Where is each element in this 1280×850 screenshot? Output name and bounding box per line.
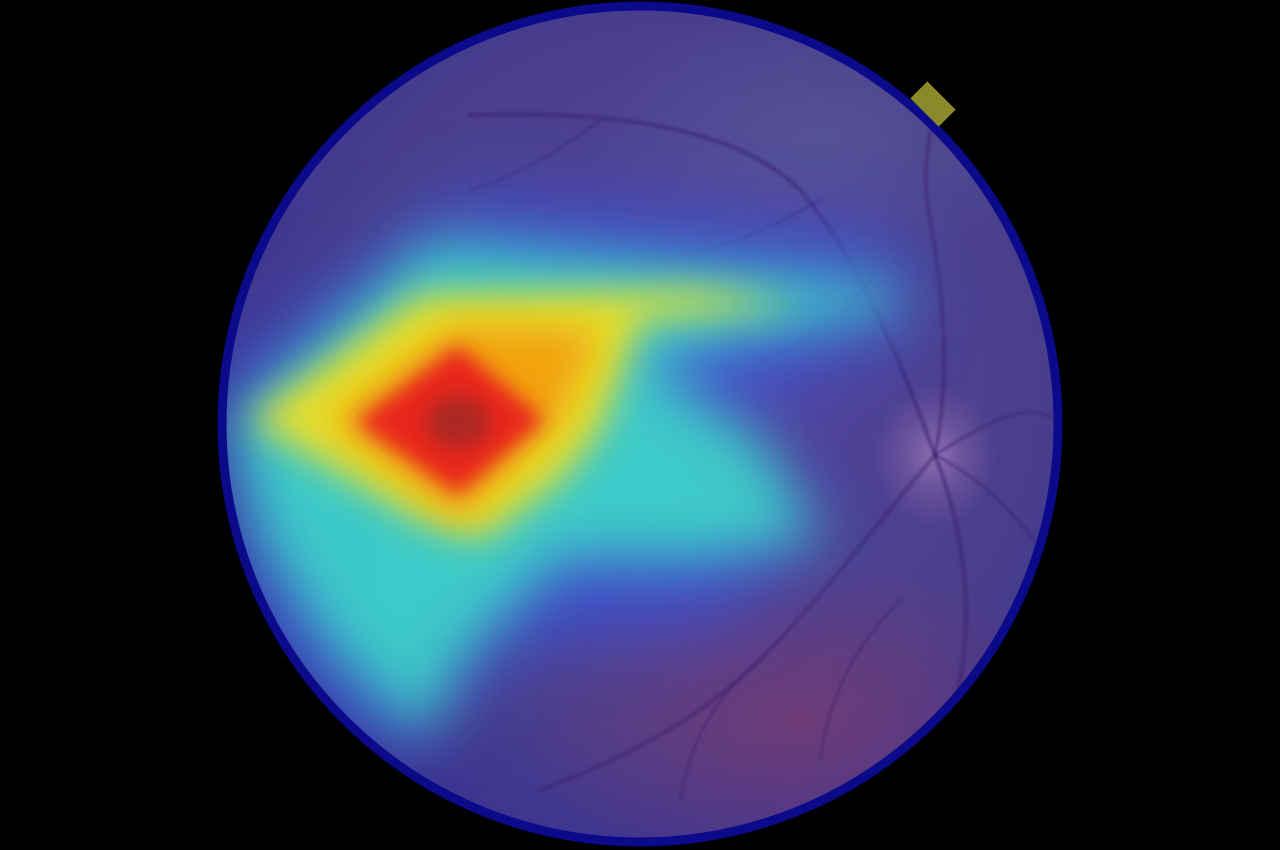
fundus-notch-marker	[910, 81, 956, 127]
retina-image	[222, 6, 1058, 842]
fundus-rim	[217, 1, 1063, 847]
heatmap-overlay	[222, 200, 900, 760]
